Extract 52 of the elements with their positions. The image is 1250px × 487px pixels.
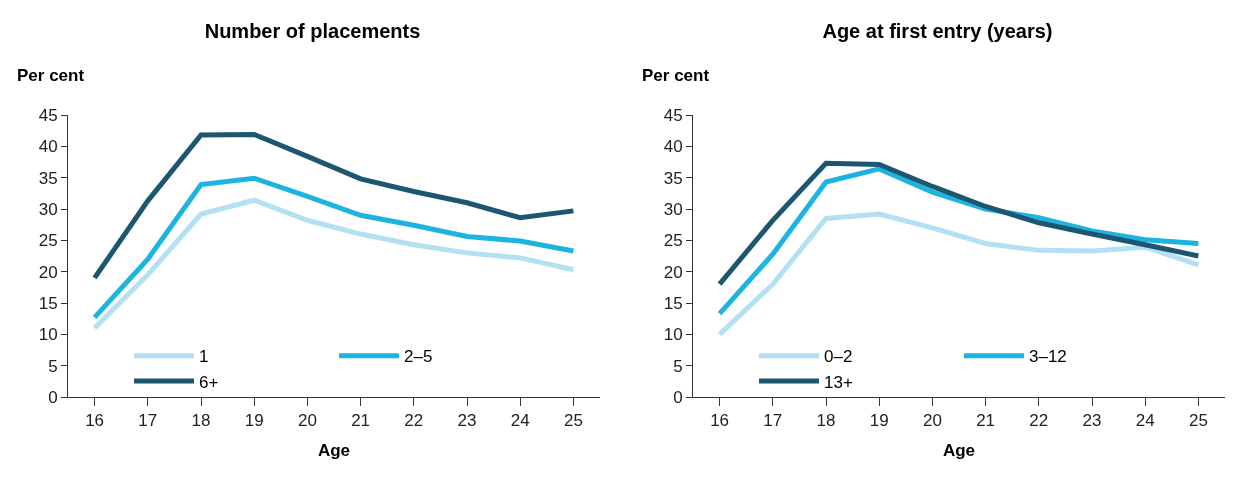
x-axis-title: Age [942, 440, 976, 460]
y-tick-label: 30 [38, 199, 58, 219]
chart-title: Age at first entry (years) [822, 20, 1053, 43]
y-tick-label: 5 [48, 356, 58, 376]
y-tick-label: 30 [663, 199, 683, 219]
y-tick-label: 20 [38, 262, 58, 282]
x-tick-label: 16 [85, 411, 105, 431]
x-tick-label: 19 [869, 411, 889, 431]
legend-label: 6+ [199, 372, 219, 392]
x-tick-label: 23 [1082, 411, 1102, 431]
y-tick-label: 25 [38, 231, 58, 251]
y-axis-title: Per cent [17, 66, 85, 85]
legend-label: 1 [199, 347, 209, 367]
y-tick-label: 10 [663, 325, 683, 345]
y-tick-label: 40 [663, 137, 683, 157]
y-tick-label: 40 [38, 137, 58, 157]
legend-label: 0–2 [824, 347, 853, 367]
x-tick-label: 22 [1029, 411, 1049, 431]
x-tick-label: 23 [457, 411, 477, 431]
y-axis-title: Per cent [642, 66, 710, 85]
x-tick-label: 18 [816, 411, 836, 431]
x-tick-label: 19 [244, 411, 264, 431]
x-tick-label: 25 [1188, 411, 1208, 431]
y-tick-label: 5 [673, 356, 683, 376]
y-tick-label: 15 [38, 293, 58, 313]
x-tick-label: 20 [297, 411, 317, 431]
x-tick-label: 18 [191, 411, 211, 431]
x-tick-label: 22 [404, 411, 424, 431]
x-tick-label: 17 [138, 411, 158, 431]
x-tick-label: 24 [510, 411, 530, 431]
x-tick-label: 20 [922, 411, 942, 431]
y-tick-label: 0 [673, 387, 683, 407]
y-tick-label: 20 [663, 262, 683, 282]
x-tick-label: 24 [1135, 411, 1155, 431]
legend-label: 3–12 [1029, 347, 1067, 367]
y-tick-label: 15 [663, 293, 683, 313]
y-tick-label: 0 [48, 387, 58, 407]
x-tick-label: 21 [976, 411, 996, 431]
y-tick-label: 35 [38, 168, 58, 188]
chart-title: Number of placements [204, 20, 421, 43]
x-axis-title: Age [317, 440, 351, 460]
legend-label: 13+ [824, 372, 853, 392]
y-tick-label: 45 [38, 105, 58, 125]
x-tick-label: 16 [710, 411, 730, 431]
y-tick-label: 25 [663, 231, 683, 251]
y-tick-label: 10 [38, 325, 58, 345]
x-tick-label: 17 [763, 411, 783, 431]
x-tick-label: 21 [351, 411, 371, 431]
x-tick-label: 25 [563, 411, 583, 431]
y-tick-label: 35 [663, 168, 683, 188]
legend-label: 2–5 [404, 347, 433, 367]
y-tick-label: 45 [663, 105, 683, 125]
